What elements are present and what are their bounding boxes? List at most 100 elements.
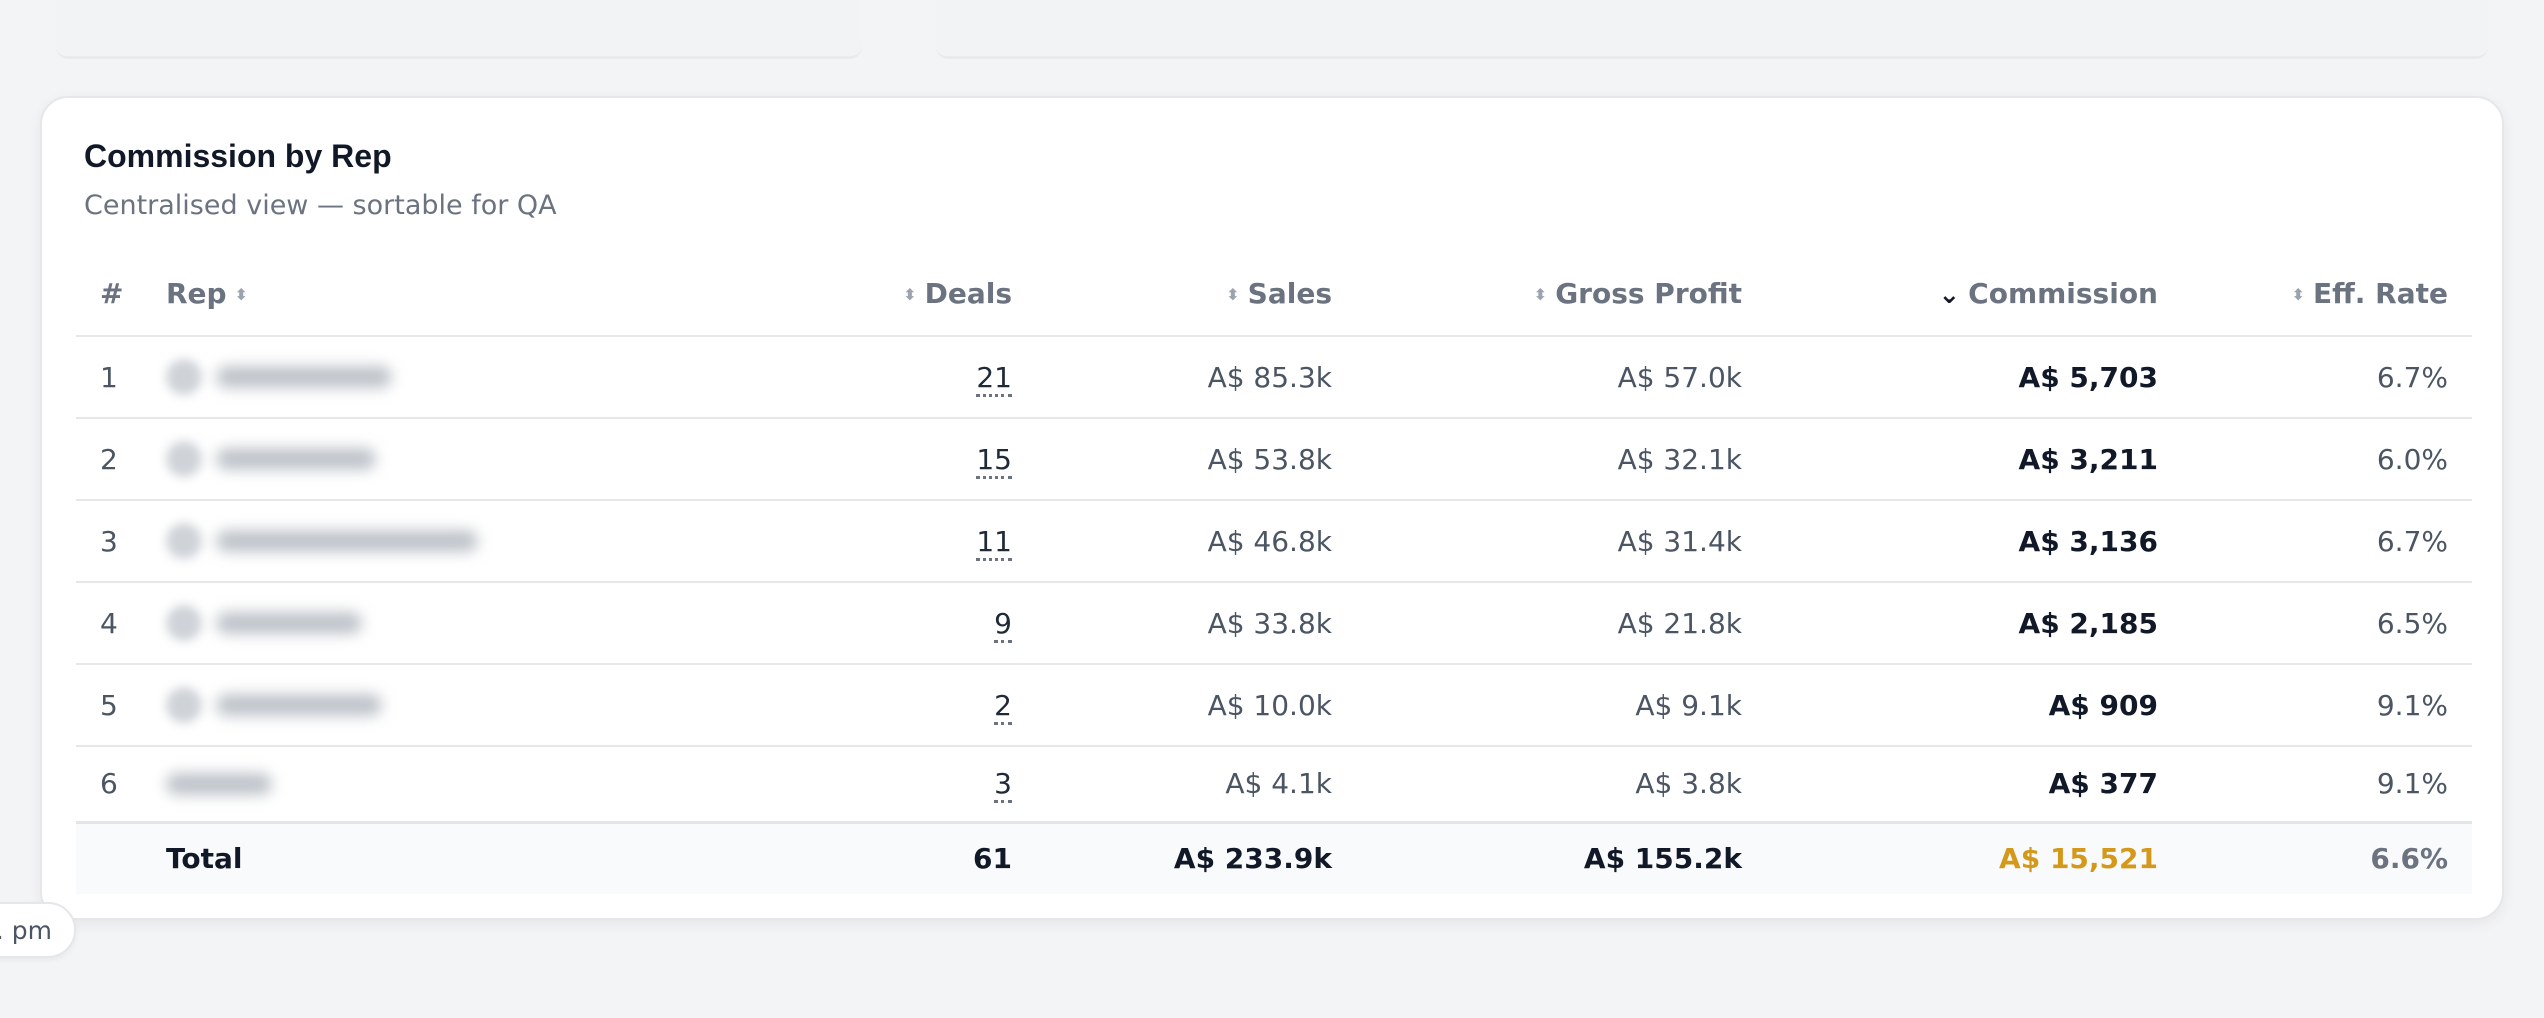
deals-cell[interactable]: 2: [716, 664, 1036, 747]
sales-cell: A$ 53.8k: [1036, 418, 1356, 501]
commission-cell: A$ 3,211: [1766, 418, 2182, 501]
sort-updown-icon: ⬍: [2291, 285, 2305, 304]
rep-name-redacted: [166, 772, 272, 795]
rep-name-redacted: [216, 448, 376, 470]
rep-name-redacted: [216, 694, 382, 716]
gross-profit-cell: A$ 21.8k: [1356, 582, 1766, 665]
sales-cell: A$ 4.1k: [1036, 746, 1356, 824]
eff-rate-cell: 9.1%: [2182, 746, 2472, 824]
rep-name-redacted: [216, 366, 392, 388]
table-row: 5 2 A$ 10.0k A$ 9.1k A$ 909 9.1%: [76, 664, 2472, 747]
rep-name-redacted: [216, 530, 478, 552]
header-label: Commission: [1968, 277, 2158, 310]
sales-cell: A$ 46.8k: [1036, 500, 1356, 583]
rep-cell[interactable]: [142, 664, 716, 747]
gross-profit-cell: A$ 57.0k: [1356, 336, 1766, 419]
eff-rate-cell: 6.5%: [2182, 582, 2472, 665]
sort-updown-icon: ⬍: [1226, 285, 1240, 304]
table-row: 1 21 A$ 85.3k A$ 57.0k A$ 5,703 6.7%: [76, 336, 2472, 419]
rep-cell[interactable]: [142, 336, 716, 419]
column-header-rep[interactable]: Rep ⬍: [142, 252, 716, 337]
deals-link[interactable]: 21: [976, 360, 1012, 397]
deals-link[interactable]: 2: [994, 688, 1012, 725]
card-title: Commission by Rep: [84, 138, 392, 174]
sales-cell: A$ 10.0k: [1036, 664, 1356, 747]
avatar: [166, 523, 202, 559]
commission-cell: A$ 3,136: [1766, 500, 2182, 583]
sort-updown-icon: ⬍: [1533, 285, 1548, 304]
total-eff-rate: 6.6%: [2182, 822, 2472, 894]
column-header-eff-rate[interactable]: ⬍ Eff. Rate: [2182, 252, 2472, 337]
deals-cell[interactable]: 11: [716, 500, 1036, 583]
eff-rate-cell: 6.7%: [2182, 336, 2472, 419]
avatar: [166, 687, 202, 723]
row-index: 6: [76, 746, 142, 824]
deals-link[interactable]: 11: [976, 524, 1012, 561]
header-label: Gross Profit: [1555, 277, 1742, 310]
header-label: Rep: [166, 277, 227, 310]
commission-table: # Rep ⬍ ⬍ Deals ⬍ Sales ⬍ Gross Profit ⌄ Comm…: [76, 252, 2472, 894]
row-index: 3: [76, 500, 142, 583]
avatar: [166, 605, 202, 641]
header-label: #: [100, 277, 124, 310]
row-index: 4: [76, 582, 142, 665]
deals-cell[interactable]: 3: [716, 746, 1036, 824]
row-index: 1: [76, 336, 142, 419]
total-label: Total: [142, 822, 716, 894]
commission-cell: A$ 377: [1766, 746, 2182, 824]
avatar: [166, 441, 202, 477]
column-header-commission[interactable]: ⌄ Commission: [1766, 252, 2182, 337]
column-header-deals[interactable]: ⬍ Deals: [716, 252, 1036, 337]
total-sales: A$ 233.9k: [1036, 822, 1356, 894]
header-label: Deals: [924, 277, 1012, 310]
eff-rate-cell: 9.1%: [2182, 664, 2472, 747]
table-row: 4 9 A$ 33.8k A$ 21.8k A$ 2,185 6.5%: [76, 582, 2472, 665]
commission-card: Commission by Rep Centralised view — sor…: [40, 96, 2504, 920]
deals-link[interactable]: 3: [994, 767, 1012, 804]
header-label: Eff. Rate: [2312, 277, 2448, 310]
commission-cell: A$ 5,703: [1766, 336, 2182, 419]
sales-cell: A$ 33.8k: [1036, 582, 1356, 665]
timestamp-text: . pm: [0, 915, 52, 945]
previous-card-bottom: [936, 0, 2488, 59]
previous-card-bottom: [56, 0, 862, 59]
deals-link[interactable]: 9: [994, 606, 1012, 643]
header-row: # Rep ⬍ ⬍ Deals ⬍ Sales ⬍ Gross Profit ⌄ Comm…: [76, 252, 2472, 337]
total-gross-profit: A$ 155.2k: [1356, 822, 1766, 894]
deals-cell[interactable]: 9: [716, 582, 1036, 665]
total-deals: 61: [716, 822, 1036, 894]
table-row: 3 11 A$ 46.8k A$ 31.4k A$ 3,136 6.7%: [76, 500, 2472, 583]
gross-profit-cell: A$ 32.1k: [1356, 418, 1766, 501]
deals-link[interactable]: 15: [976, 442, 1012, 479]
deals-cell[interactable]: 21: [716, 336, 1036, 419]
sort-updown-icon: ⬍: [903, 285, 917, 304]
rep-cell[interactable]: [142, 746, 716, 824]
card-subtitle: Centralised view — sortable for QA: [84, 190, 557, 221]
total-row: Total 61 A$ 233.9k A$ 155.2k A$ 15,521 6…: [76, 822, 2472, 894]
deals-cell[interactable]: 15: [716, 418, 1036, 501]
rep-cell[interactable]: [142, 582, 716, 665]
row-index: 5: [76, 664, 142, 747]
total-index-cell: [76, 822, 142, 894]
gross-profit-cell: A$ 3.8k: [1356, 746, 1766, 824]
commission-cell: A$ 2,185: [1766, 582, 2182, 665]
gross-profit-cell: A$ 31.4k: [1356, 500, 1766, 583]
table-row: 2 15 A$ 53.8k A$ 32.1k A$ 3,211 6.0%: [76, 418, 2472, 501]
column-header-gross-profit[interactable]: ⬍ Gross Profit: [1356, 252, 1766, 337]
commission-cell: A$ 909: [1766, 664, 2182, 747]
header-label: Sales: [1247, 277, 1332, 310]
sales-cell: A$ 85.3k: [1036, 336, 1356, 419]
chevron-down-icon: ⌄: [1938, 280, 1961, 310]
timestamp-pill: . pm: [0, 902, 76, 958]
avatar: [166, 359, 202, 395]
column-header-index: #: [76, 252, 142, 337]
sort-updown-icon: ⬍: [234, 285, 248, 304]
table-row: 6 3 A$ 4.1k A$ 3.8k A$ 377 9.1%: [76, 746, 2472, 824]
column-header-sales[interactable]: ⬍ Sales: [1036, 252, 1356, 337]
row-index: 2: [76, 418, 142, 501]
rep-cell[interactable]: [142, 500, 716, 583]
rep-cell[interactable]: [142, 418, 716, 501]
gross-profit-cell: A$ 9.1k: [1356, 664, 1766, 747]
eff-rate-cell: 6.7%: [2182, 500, 2472, 583]
total-commission: A$ 15,521: [1766, 822, 2182, 894]
